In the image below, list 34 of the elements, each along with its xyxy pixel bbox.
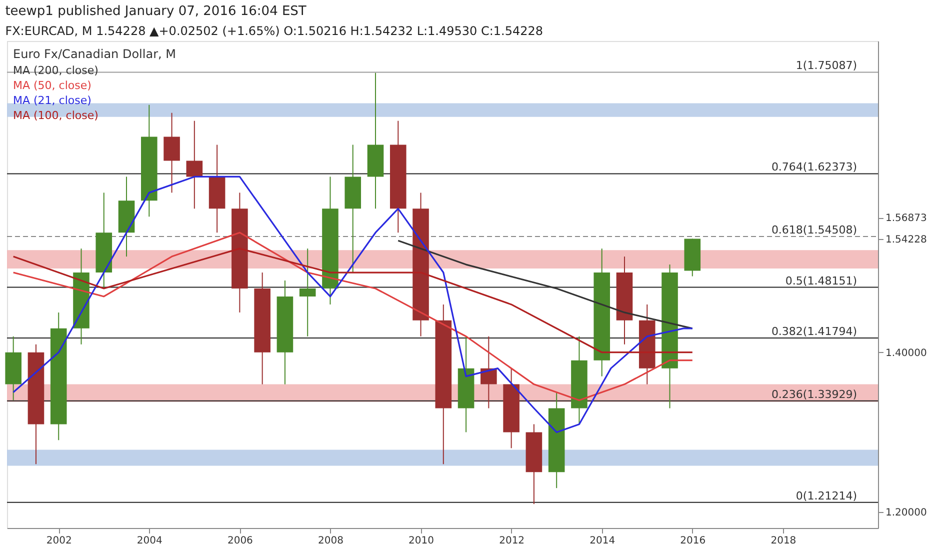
- annotation: Euro Fx/Canadian Dollar, M: [13, 47, 176, 61]
- ref-line-label: 0.5(1.48151): [785, 274, 857, 288]
- x-tick-label: 2012: [499, 536, 525, 546]
- ref-line-label: 0.764(1.62373): [771, 160, 857, 174]
- text: MA (100, close): [13, 109, 98, 122]
- y-tick-label: 1.56873: [886, 213, 927, 224]
- text: MA (21, close): [13, 94, 92, 107]
- x-tick-label: 2006: [227, 536, 253, 546]
- candlestick: [480, 336, 497, 409]
- x-tick-label: 2018: [770, 536, 796, 546]
- text: MA (50, close): [13, 79, 92, 92]
- ref-line-label: 0.236(1.33929): [771, 388, 857, 401]
- y-tick-label: 1.40000: [886, 348, 927, 359]
- x-tick-label: 2004: [136, 536, 162, 546]
- candlestick: [299, 248, 316, 337]
- ref-line-label: 0.382(1.41794): [771, 325, 857, 338]
- line-series: [397, 240, 694, 330]
- x-tick-label: 2010: [408, 536, 434, 546]
- ref-line-label: 0(1.21214): [796, 489, 857, 502]
- x-tick-label: 2014: [590, 536, 616, 546]
- chart-title: teewp1 published January 07, 2016 16:04 EST: [5, 4, 306, 19]
- line-series: [12, 232, 694, 402]
- ref-line-label: 0.618(1.54508): [771, 224, 857, 237]
- candlestick: [186, 120, 203, 210]
- y-tick-label: 1.20000: [886, 508, 927, 519]
- x-tick-label: 2002: [46, 536, 72, 546]
- candlestick: [164, 112, 180, 194]
- y-tick-label: 1.54228: [886, 234, 927, 246]
- text: MA (200, close): [13, 64, 98, 77]
- x-tick-label: 2016: [680, 536, 706, 546]
- chart-subtitle: FX:EURCAD, M 1.54228 ▲+0.02502 (+1.65%) O:1.50216 H:1.54232 L:1.49530 C:1.54228: [5, 24, 544, 38]
- ref-line-label: 1(1.75087): [796, 59, 857, 72]
- x-tick-label: 2008: [318, 536, 344, 546]
- line-series: [12, 248, 694, 354]
